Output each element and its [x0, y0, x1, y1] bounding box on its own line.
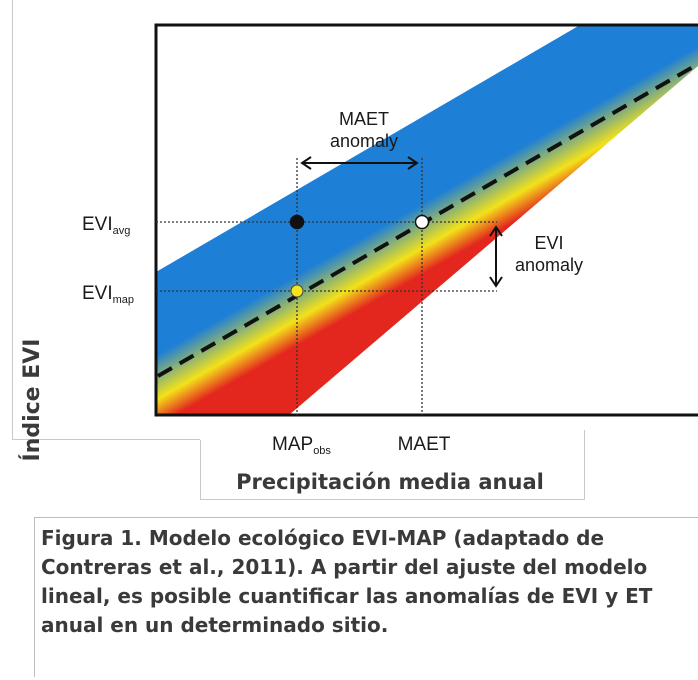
caption-line: lineal, es posible cuantificar las anoma…	[41, 584, 653, 608]
maet-anomaly-arrow	[300, 156, 419, 170]
figure-frame-bottom	[12, 439, 200, 440]
maet-anomaly-label-line2: anomaly	[330, 131, 398, 151]
x-axis-label: Precipitación media anual	[236, 470, 544, 494]
evi-map-point	[290, 284, 304, 298]
x-tick-maet: MAET	[398, 434, 451, 455]
y-tick-evi-map: EVImap	[82, 283, 134, 306]
figure-caption: Figura 1. Modelo ecológico EVI-MAP (adap…	[34, 517, 698, 677]
y-tick-evi-avg: EVIavg	[82, 214, 130, 237]
evi-anomaly-label-line2: anomaly	[515, 255, 583, 275]
x-tick-map-obs: MAPobs	[272, 434, 331, 457]
evi-anomaly-label-line1: EVI	[534, 233, 563, 253]
figure-frame-inner-right	[584, 430, 585, 500]
figure-frame-inner-left	[200, 440, 201, 500]
evi-map-diagram: MAET anomaly EVI anomaly EVIavg EVImap M…	[82, 23, 698, 457]
evi-avg-point	[289, 214, 305, 230]
figure-frame-left	[12, 0, 13, 440]
maet-anomaly-label-line1: MAET	[339, 109, 389, 129]
plot-frame	[154, 23, 698, 417]
y-axis-label: Índice EVI	[20, 338, 45, 462]
caption-line: anual en un determinado sitio.	[41, 613, 389, 637]
caption-line: Figura 1. Modelo ecológico EVI-MAP (adap…	[41, 526, 605, 550]
caption-line: Contreras et al., 2011). A partir del aj…	[41, 555, 648, 579]
evi-anomaly-arrow	[489, 225, 503, 288]
figure-frame-inner-bottom	[200, 499, 585, 500]
maet-point	[414, 214, 430, 230]
